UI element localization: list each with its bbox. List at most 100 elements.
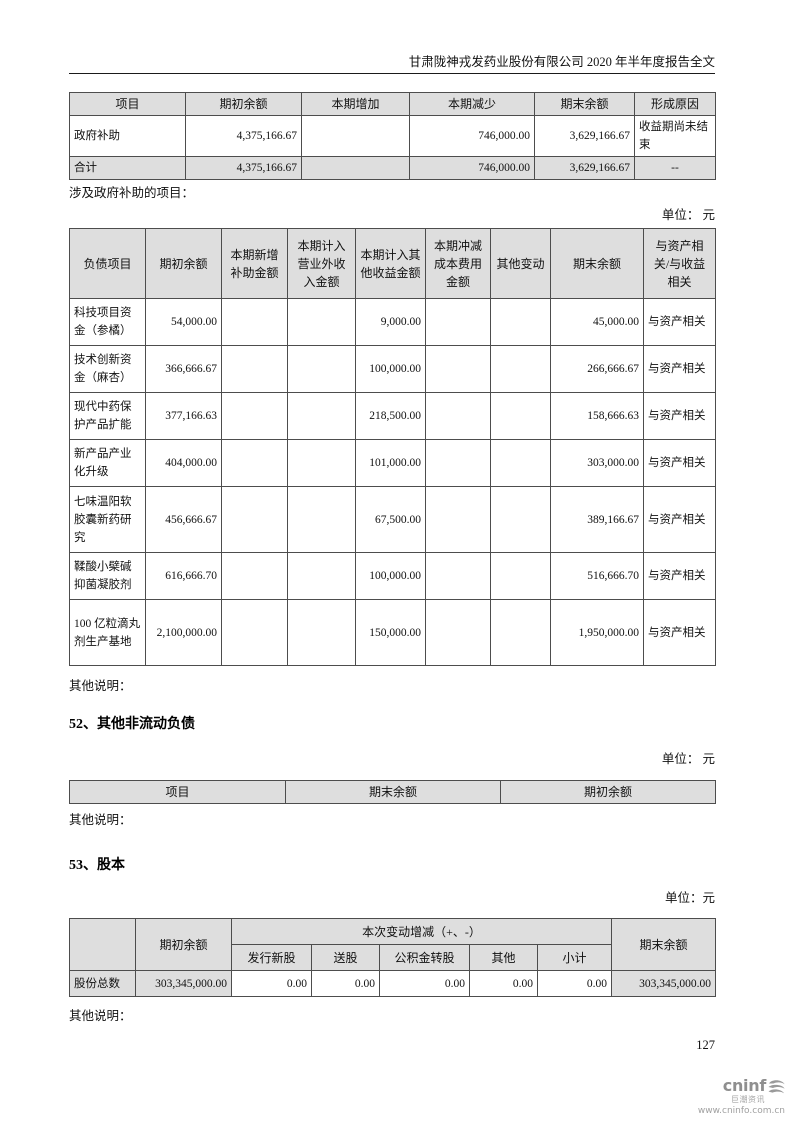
cell-item: 七味温阳软胶囊新药研究 (69, 486, 146, 553)
cell-closing: 158,666.63 (550, 392, 644, 440)
cell-relation: 与资产相关 (643, 298, 716, 346)
cell-non-operating (287, 392, 356, 440)
cell-other-change (490, 599, 551, 666)
other-noncurrent-liab-table-wrap: 项目 期末余额 期初余额 (69, 780, 716, 804)
col-non-operating-income: 本期计入营业外收入金额 (287, 228, 356, 299)
cell-cost-offset (425, 298, 491, 346)
cell-new-subsidy (221, 439, 288, 487)
cell-decrease: 746,000.00 (409, 115, 535, 157)
table-row: 科技项目资金（参橘） 54,000.00 9,000.00 45,000.00 … (69, 298, 716, 346)
cell-non-operating (287, 345, 356, 393)
cell-new-subsidy (221, 486, 288, 553)
cell-item: 鞣酸小檗碱抑菌凝胶剂 (69, 552, 146, 600)
cell-other-income: 218,500.00 (355, 392, 426, 440)
cell-non-operating (287, 552, 356, 600)
page-number: 127 (696, 1038, 715, 1052)
table-header-row-sub: 发行新股 送股 公积金转股 其他 小计 (70, 944, 716, 971)
col-opening: 期初余额 (500, 780, 716, 804)
subsidy-table-wrap: 负债项目 期初余额 本期新增补助金额 本期计入营业外收入金额 本期计入其他收益金… (69, 228, 716, 666)
col-reason: 形成原因 (634, 92, 716, 116)
cell-opening: 2,100,000.00 (145, 599, 222, 666)
cell-opening: 404,000.00 (145, 439, 222, 487)
table-row: 股份总数 303,345,000.00 0.00 0.00 0.00 0.00 … (69, 970, 717, 997)
cell-other-income: 101,000.00 (355, 439, 426, 487)
section-title-52: 52、其他非流动负债 (69, 717, 195, 732)
col-decrease: 本期减少 (409, 92, 535, 116)
header-rule (69, 73, 715, 74)
running-title: 甘肃陇神戎发药业股份有限公司 2020 年半年度报告全文 (408, 55, 715, 69)
cell-other-income: 9,000.00 (355, 298, 426, 346)
cell-new-subsidy (221, 298, 288, 346)
cell-cost-offset (425, 486, 491, 553)
cell-other-change (490, 345, 551, 393)
table-row: 合计 4,375,166.67 746,000.00 3,629,166.67 … (69, 156, 716, 180)
cell-closing: 389,166.67 (550, 486, 644, 553)
col-group-change: 本次变动增减（+、-） (230, 918, 613, 945)
table-row: 政府补助 4,375,166.67 746,000.00 3,629,166.6… (69, 115, 716, 157)
share-capital-table-wrap: 期初余额 本次变动增减（+、-） 期末余额 发行新股 送股 公积金转股 其他 小… (69, 918, 717, 997)
col-closing: 期末余额 (534, 92, 635, 116)
cell-opening: 366,666.67 (145, 345, 222, 393)
table-header-row: 项目 期初余额 本期增加 本期减少 期末余额 形成原因 (69, 92, 716, 116)
cell-other-income: 67,500.00 (355, 486, 426, 553)
cell-item: 政府补助 (69, 115, 186, 157)
subsidy-intro-note: 涉及政府补助的项目： (69, 186, 195, 200)
cell-bonus-shares: 0.00 (311, 970, 380, 997)
col-increase: 本期增加 (301, 92, 410, 116)
table-row: 现代中药保护产品扩能 377,166.63 218,500.00 158,666… (69, 392, 716, 440)
logo-chinese-name: 巨潮资讯 (731, 1095, 765, 1104)
share-capital-table: 期初余额 本次变动增减（+、-） 期末余额 发行新股 送股 公积金转股 其他 小… (69, 918, 717, 997)
col-closing: 期末余额 (550, 228, 644, 299)
other-note-52: 其他说明： (69, 813, 132, 827)
cell-other-change (490, 552, 551, 600)
table-header-row: 负债项目 期初余额 本期新增补助金额 本期计入营业外收入金额 本期计入其他收益金… (69, 228, 716, 299)
deferred-income-table-wrap: 项目 期初余额 本期增加 本期减少 期末余额 形成原因 政府补助 4,375,1… (69, 92, 716, 180)
cell-other-income: 100,000.00 (355, 345, 426, 393)
col-relation: 与资产相关/与收益相关 (643, 228, 716, 299)
cell-item: 合计 (69, 156, 186, 180)
cell-reason: -- (634, 156, 716, 180)
cell-relation: 与资产相关 (643, 552, 716, 600)
cell-item: 股份总数 (69, 970, 136, 997)
cell-relation: 与资产相关 (643, 439, 716, 487)
cell-other-income: 150,000.00 (355, 599, 426, 666)
cell-other-change (490, 486, 551, 553)
table-row: 新产品产业化升级 404,000.00 101,000.00 303,000.0… (69, 439, 716, 487)
col-cost-offset: 本期冲减成本费用金额 (425, 228, 491, 299)
col-item: 项目 (69, 780, 286, 804)
cell-other-change (490, 392, 551, 440)
cell-cost-offset (425, 599, 491, 666)
cell-item: 现代中药保护产品扩能 (69, 392, 146, 440)
cell-cost-offset (425, 345, 491, 393)
unit-label-53: 单位：元 (664, 891, 715, 905)
cell-closing: 3,629,166.67 (534, 115, 635, 157)
other-noncurrent-liab-table: 项目 期末余额 期初余额 (69, 780, 716, 804)
table-row: 鞣酸小檗碱抑菌凝胶剂 616,666.70 100,000.00 516,666… (69, 552, 716, 600)
cell-cost-offset (425, 439, 491, 487)
other-note-53: 其他说明： (69, 1009, 132, 1023)
cell-item: 技术创新资金（麻杏） (69, 345, 146, 393)
cell-relation: 与资产相关 (643, 392, 716, 440)
col-new-subsidy: 本期新增补助金额 (221, 228, 288, 299)
col-new-shares: 发行新股 (231, 944, 312, 971)
cell-non-operating (287, 486, 356, 553)
document-header: 甘肃陇神戎发药业股份有限公司 2020 年半年度报告全文 (69, 54, 715, 74)
cell-non-operating (287, 439, 356, 487)
cell-other-change (490, 298, 551, 346)
logo-url: www.cninfo.com.cn (697, 1106, 785, 1116)
cell-new-subsidy (221, 345, 288, 393)
subsidy-table: 负债项目 期初余额 本期新增补助金额 本期计入营业外收入金额 本期计入其他收益金… (69, 228, 716, 666)
cell-relation: 与资产相关 (643, 599, 716, 666)
cninfo-logo: cninf 巨潮资讯 www.cninfo.com.cn (667, 1078, 785, 1117)
cell-item: 新产品产业化升级 (69, 439, 146, 487)
cell-opening: 303,345,000.00 (135, 970, 232, 997)
cell-item: 科技项目资金（参橘） (69, 298, 146, 346)
col-closing: 期末余额 (285, 780, 501, 804)
table-row: 100 亿粒滴丸剂生产基地 2,100,000.00 150,000.00 1,… (69, 599, 716, 666)
cell-non-operating (287, 599, 356, 666)
cell-closing: 516,666.70 (550, 552, 644, 600)
col-blank (69, 918, 136, 971)
cell-closing: 303,000.00 (550, 439, 644, 487)
table-header-row-top: 期初余额 本次变动增减（+、-） 期末余额 (69, 918, 717, 971)
